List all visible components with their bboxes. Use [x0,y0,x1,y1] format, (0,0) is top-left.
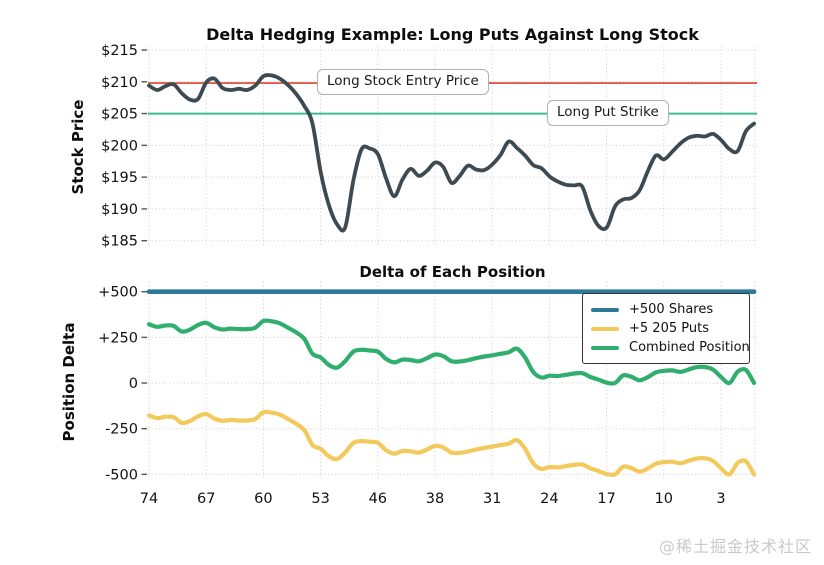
y-tick-label: $195 [101,170,138,186]
x-tick-label: 38 [426,491,444,507]
y-tick-label: $215 [101,43,138,59]
put-strike-annotation: Long Put Strike [547,100,669,126]
legend-item: +500 Shares [591,300,741,319]
x-tick-label: 17 [597,491,615,507]
legend-swatch [591,345,619,350]
y-tick-label: $185 [101,234,138,250]
entry-price-annotation: Long Stock Entry Price [317,69,489,95]
x-tick-label: 53 [311,491,329,507]
y-tick-label: -250 [105,422,138,438]
x-tick-label: 24 [540,491,558,507]
legend-label: +500 Shares [629,302,714,317]
stock-price-series [147,73,756,233]
combined-position-line [146,318,757,386]
bottom-chart-title: Delta of Each Position [359,263,546,281]
y-tick-label: +250 [98,330,138,346]
x-tick-label: 3 [716,491,725,507]
y-tick-label: -500 [105,467,138,483]
y-tick-label: $200 [101,138,138,154]
legend-label: Combined Position [629,340,750,355]
y-tick-label: $190 [101,202,138,218]
y-tick-label: +500 [98,285,138,301]
legend-swatch [591,307,619,312]
watermark: @稀土掘金技术社区 [658,537,812,556]
y-axis-top: $215 $210 $205 $200 $195 $190 $185 [101,43,147,250]
legend-label: +5 205 Puts [629,321,709,336]
x-tick-label: 46 [369,491,387,507]
5-205-puts-line [146,409,757,478]
legend: +500 Shares +5 205 Puts Combined Position [582,293,750,364]
x-tick-label: 67 [197,491,215,507]
legend-item: Combined Position [591,338,750,357]
bottom-y-axis-label: Position Delta [60,322,78,442]
top-chart-title: Delta Hedging Example: Long Puts Against… [206,25,699,44]
y-axis-bottom: +500 +250 0 -250 -500 [98,285,147,483]
x-axis: 74 67 60 53 46 38 31 24 17 10 3 [140,491,726,507]
legend-item: +5 205 Puts [591,319,741,338]
legend-swatch [591,326,619,331]
top-y-axis-label: Stock Price [69,99,87,195]
y-tick-label: $210 [101,75,138,91]
x-tick-label: 31 [483,491,501,507]
y-tick-label: 0 [129,376,138,392]
delta-series [146,289,757,478]
x-tick-label: 60 [254,491,272,507]
stock-price-line [147,73,756,233]
y-tick-label: $205 [101,107,138,123]
x-tick-label: 74 [140,491,158,507]
x-tick-label: 10 [655,491,673,507]
